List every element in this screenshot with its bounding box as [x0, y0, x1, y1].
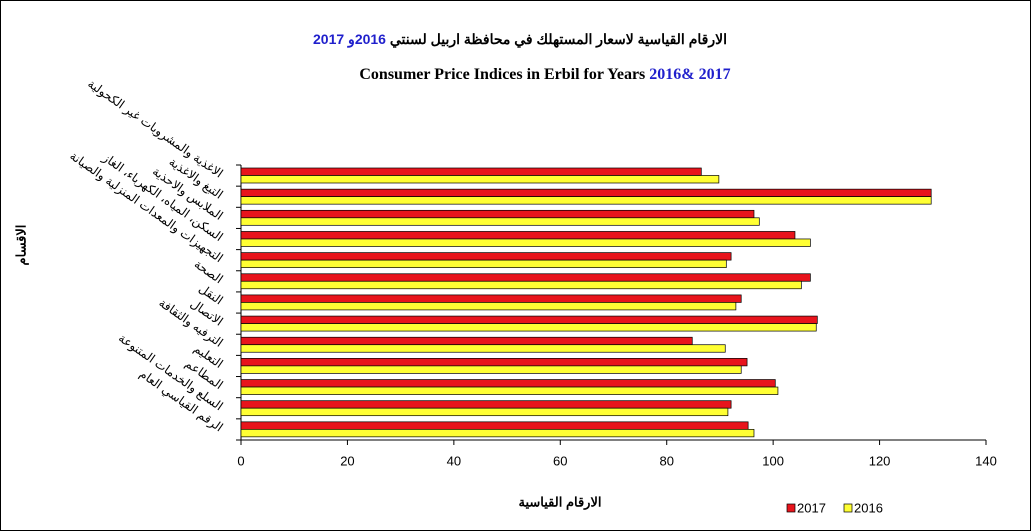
bar	[240, 209, 755, 219]
title-part: الارقام القياسية لاسعار المستهلك في محاف…	[386, 31, 727, 48]
legend-label: 2017	[797, 500, 826, 515]
bar	[240, 231, 796, 240]
bar	[240, 217, 760, 226]
bar	[240, 323, 817, 332]
bar	[240, 196, 932, 205]
bar	[240, 188, 932, 198]
bar	[240, 365, 742, 374]
x-tick-label: 80	[659, 453, 673, 468]
bar	[240, 400, 732, 409]
x-tick-label: 140	[975, 453, 997, 468]
bar	[240, 175, 720, 184]
bar	[240, 421, 749, 430]
bar	[240, 386, 779, 395]
title-part: 2016& 2017	[649, 66, 730, 83]
bar	[240, 379, 776, 388]
title-part: 2016و 2017	[313, 31, 386, 48]
legend-label: 2016	[854, 500, 883, 515]
bar	[240, 358, 748, 367]
bar	[240, 336, 693, 346]
bar	[240, 252, 732, 261]
x-tick-label: 120	[869, 453, 891, 468]
bar	[240, 259, 727, 268]
legend-swatch	[786, 503, 796, 513]
x-tick-label: 0	[237, 453, 244, 468]
title-part: Consumer Price Indices in Erbil for Year…	[359, 66, 649, 83]
x-tick-label: 20	[340, 453, 354, 468]
chart-title: Consumer Price Indices in Erbil for Year…	[359, 66, 730, 83]
x-tick-label: 60	[553, 453, 567, 468]
bar	[240, 167, 702, 176]
x-tick-label: 40	[447, 453, 461, 468]
bar	[240, 238, 811, 247]
bar	[240, 428, 755, 438]
bar	[240, 344, 726, 353]
x-tick-label: 100	[762, 453, 784, 468]
bar	[240, 280, 802, 290]
y-axis-label: الاقسام	[13, 225, 29, 266]
chart-title-arabic: الارقام القياسية لاسعار المستهلك في محاف…	[313, 31, 727, 48]
bar	[240, 302, 737, 311]
bar	[240, 273, 811, 282]
legend-swatch	[843, 503, 853, 513]
bar	[240, 407, 729, 417]
x-axis-label: الارقام القياسية	[519, 494, 602, 510]
bar	[240, 315, 818, 324]
bar	[240, 294, 742, 303]
